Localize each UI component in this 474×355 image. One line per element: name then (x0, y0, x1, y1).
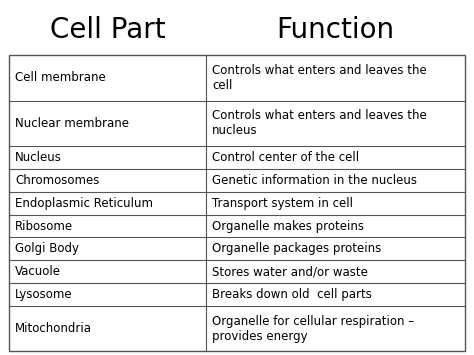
Text: Function: Function (276, 16, 394, 44)
Text: Mitochondria: Mitochondria (15, 322, 92, 335)
Text: Cell membrane: Cell membrane (15, 71, 106, 84)
Bar (9, 55, 465, 351)
Text: Organelle packages proteins: Organelle packages proteins (212, 242, 381, 255)
Text: Transport system in cell: Transport system in cell (212, 197, 353, 210)
Text: Genetic information in the nucleus: Genetic information in the nucleus (212, 174, 417, 187)
Text: Chromosomes: Chromosomes (15, 174, 100, 187)
Text: Nucleus: Nucleus (15, 151, 62, 164)
Text: Golgi Body: Golgi Body (15, 242, 79, 255)
Text: Organelle makes proteins: Organelle makes proteins (212, 219, 364, 233)
Text: Cell Part: Cell Part (50, 16, 165, 44)
Text: Breaks down old  cell parts: Breaks down old cell parts (212, 288, 372, 301)
Text: Control center of the cell: Control center of the cell (212, 151, 359, 164)
Text: Ribosome: Ribosome (15, 219, 73, 233)
Text: Nuclear membrane: Nuclear membrane (15, 117, 129, 130)
Text: Organelle for cellular respiration –
provides energy: Organelle for cellular respiration – pro… (212, 315, 414, 343)
Text: Endoplasmic Reticulum: Endoplasmic Reticulum (15, 197, 153, 210)
Text: Vacuole: Vacuole (15, 265, 61, 278)
Text: Controls what enters and leaves the
cell: Controls what enters and leaves the cell (212, 64, 427, 92)
Text: Controls what enters and leaves the
nucleus: Controls what enters and leaves the nucl… (212, 109, 427, 137)
Text: Stores water and/or waste: Stores water and/or waste (212, 265, 368, 278)
Text: Lysosome: Lysosome (15, 288, 73, 301)
